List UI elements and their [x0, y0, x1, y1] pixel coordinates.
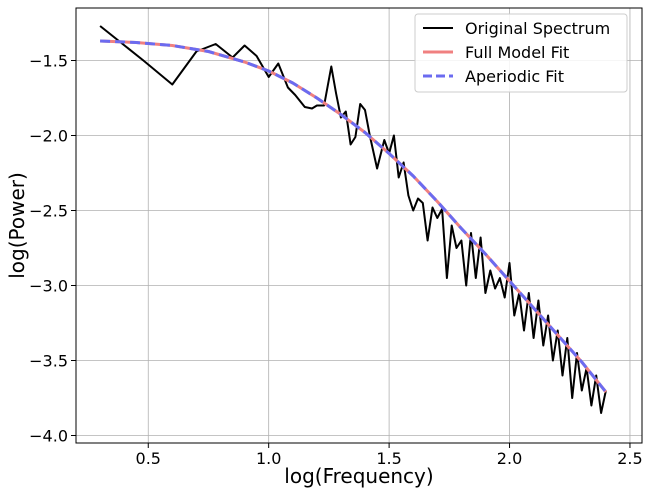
y-tick-label: −3.5 — [29, 352, 68, 371]
y-tick-label: −4.0 — [29, 427, 68, 446]
x-tick-label: 2.0 — [497, 449, 522, 468]
legend-label: Aperiodic Fit — [465, 67, 564, 86]
x-tick-label: 1.0 — [256, 449, 281, 468]
grid — [76, 8, 642, 443]
x-tick-label: 1.5 — [376, 449, 401, 468]
y-tick-label: −3.0 — [29, 277, 68, 296]
x-axis-label: log(Frequency) — [284, 464, 433, 488]
series-line-aperiodic-fit — [100, 39, 608, 393]
x-tick-label: 0.5 — [136, 449, 161, 468]
series-layer — [99, 25, 608, 414]
plot-frame — [75, 7, 643, 444]
y-axis-label: log(Power) — [5, 172, 29, 279]
series-line-original-spectrum — [99, 25, 607, 414]
legend-box — [414, 13, 628, 93]
y-tick-label: −2.0 — [29, 127, 68, 146]
legend: Original Spectrum Full Model Fit Aperiodic… — [414, 13, 628, 93]
x-tick-label: 2.5 — [617, 449, 642, 468]
axis-ticks: 0.5 1.0 1.5 2.0 2.5 −1.5 −2.0 −2.5 −3.0 −3.5 −4.0 — [29, 52, 643, 469]
legend-label: Full Model Fit — [465, 43, 569, 62]
y-tick-label: −2.5 — [29, 202, 68, 221]
y-tick-label: −1.5 — [29, 52, 68, 71]
legend-label: Original Spectrum — [465, 19, 610, 38]
